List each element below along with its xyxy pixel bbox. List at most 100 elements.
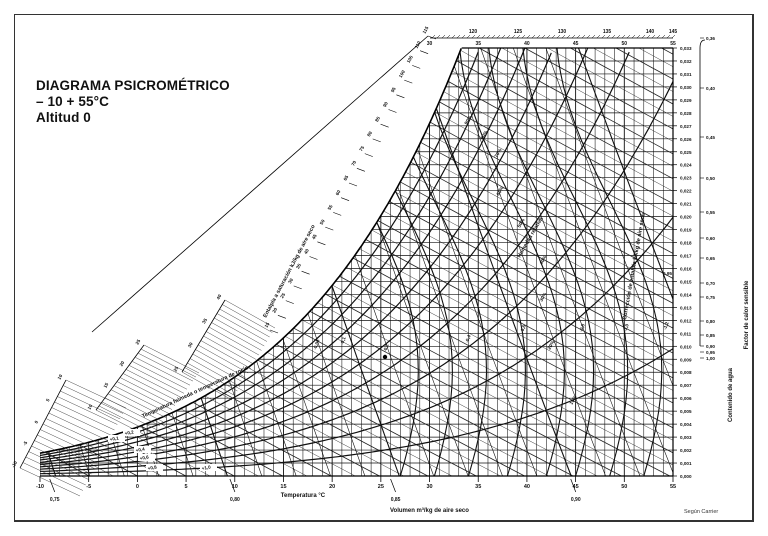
enthalpy-line: [479, 48, 673, 476]
enthalpy-diagonal-tick: [333, 212, 342, 216]
y-tick-label: 0,006: [680, 396, 692, 401]
enthalpy-diagonal-label: 45: [311, 233, 318, 240]
enthalpy-top-hatch: [601, 34, 606, 39]
enthalpy-diagonal-label: 85: [374, 115, 381, 122]
volume-line: [40, 48, 91, 476]
y-tick-label: 0,033: [680, 46, 692, 51]
wetbulb-ray: [98, 405, 155, 435]
y-tick-label: 0,026: [680, 137, 692, 142]
enthalpy-top-hatch: [621, 34, 626, 39]
y-tick-label: 0,016: [680, 266, 692, 271]
wetbulb-ray: [195, 349, 246, 378]
shf-tick-label: 0,65: [706, 256, 715, 261]
enthalpy-line: [40, 48, 477, 476]
enthalpy-top-hatch: [616, 34, 621, 39]
rh-curve-60: [40, 52, 552, 463]
rh-label: 20%: [547, 339, 557, 351]
enthalpy-diagonal-tick: [277, 315, 287, 319]
enthalpy-top-hatch: [641, 34, 646, 39]
top-temp-label: 40: [524, 41, 530, 47]
wetbulb-ray: [222, 304, 273, 333]
x-tick-label: 55: [670, 484, 676, 490]
wetbulb-ray: [181, 371, 233, 401]
enthalpy-line: [365, 48, 673, 476]
wetbulb-label: 0: [34, 419, 40, 424]
wetbulb-ray: [200, 340, 251, 369]
enthalpy-top-hatch: [451, 34, 456, 39]
enthalpy-line: [501, 48, 673, 476]
volume-tick-label: 0,85: [391, 497, 401, 503]
enthalpy-top-hatch: [436, 34, 441, 39]
shf-tick-label: 0,95: [706, 350, 715, 355]
enthalpy-diagonal-tick: [269, 329, 279, 334]
enthalpy-top-label: 120: [469, 29, 478, 35]
enthalpy-top-hatch: [531, 34, 536, 39]
enthalpy-correction-curve: [522, 48, 629, 476]
enthalpy-diagonal-tick: [364, 153, 373, 157]
rh-label: 70%: [494, 147, 504, 159]
wetbulb-ray: [131, 361, 188, 390]
enthalpy-top-hatch: [596, 34, 601, 39]
wetbulb-ray: [63, 385, 124, 414]
wetbulb-ray: [19, 467, 81, 497]
volume-pointer: [390, 478, 396, 493]
x-tick-label: 40: [524, 484, 530, 490]
y-tick-label: 0,005: [680, 409, 692, 414]
correction-label: -0,6: [519, 324, 527, 334]
wetbulb-ray: [134, 356, 191, 386]
rh-curve-50: [40, 48, 591, 466]
y-tick-label: 0,031: [680, 72, 692, 77]
enthalpy-top-hatch: [661, 34, 666, 39]
wetbulb-label: 10: [57, 373, 64, 380]
correction-label: -0,4: [464, 334, 472, 344]
shf-tick-label: 0,55: [706, 210, 715, 215]
enthalpy-line: [40, 48, 332, 476]
shf-tick-label: 0,45: [706, 135, 715, 140]
y-tick-label: 0,024: [680, 163, 692, 168]
x-tick-label: -5: [86, 484, 91, 490]
enthalpy-top-hatch: [571, 34, 576, 39]
correction-label: +1,0: [201, 464, 211, 471]
wetbulb-ray: [110, 389, 167, 418]
enthalpy-line: [319, 48, 673, 476]
enthalpy-line: [40, 48, 283, 476]
y-tick-label: 0,001: [680, 461, 692, 466]
shf-tick-label: 0,60: [706, 236, 715, 241]
wetbulb-ray: [40, 429, 101, 458]
rh-label: 10%: [569, 394, 579, 406]
wetbulb-ray: [137, 352, 194, 382]
y-tick-label: 0,009: [680, 357, 692, 362]
enthalpy-top-hatch: [561, 34, 566, 39]
x-tick-label: 20: [329, 484, 335, 490]
enthalpy-diagonal-tick: [301, 270, 310, 275]
y-tick-label: 0,025: [680, 150, 692, 155]
enthalpy-line: [410, 48, 673, 476]
enthalpy-diagonal-label: 20: [271, 306, 278, 313]
wetbulb-label: 30: [187, 341, 194, 348]
wetbulb-ray: [143, 344, 200, 374]
y-tick-label: 0,020: [680, 215, 692, 220]
enthalpy-diagonal-label: 15: [264, 321, 271, 328]
correction-label: -0,05: [312, 338, 320, 350]
enthalpy-line: [40, 48, 574, 476]
enthalpy-diagonal-tick: [412, 65, 421, 69]
wetbulb-ray: [128, 365, 185, 394]
enthalpy-top-hatch: [491, 34, 496, 39]
volume-tick-label: 0,90: [571, 497, 581, 503]
wetbulb-label: 20: [119, 360, 126, 367]
wetbulb-ray: [224, 299, 276, 329]
title-line-2: – 10 + 55°C: [36, 94, 109, 109]
wetbulb-ray: [95, 409, 152, 439]
y-tick-label: 0,017: [680, 254, 692, 259]
enthalpy-correction-curve: [420, 48, 526, 476]
enthalpy-top-hatch: [501, 34, 506, 39]
enthalpy-top-hatch: [506, 34, 511, 39]
wetbulb-label: 40: [216, 293, 223, 300]
top-temp-label: 45: [573, 41, 579, 47]
volume-line: [545, 48, 673, 476]
volume-line: [447, 48, 606, 476]
enthalpy-diagonal-label: 35: [295, 262, 302, 269]
enthalpy-line: [40, 48, 138, 476]
y-tick-label: 0,019: [680, 228, 692, 233]
enthalpy-top-hatch: [566, 34, 571, 39]
